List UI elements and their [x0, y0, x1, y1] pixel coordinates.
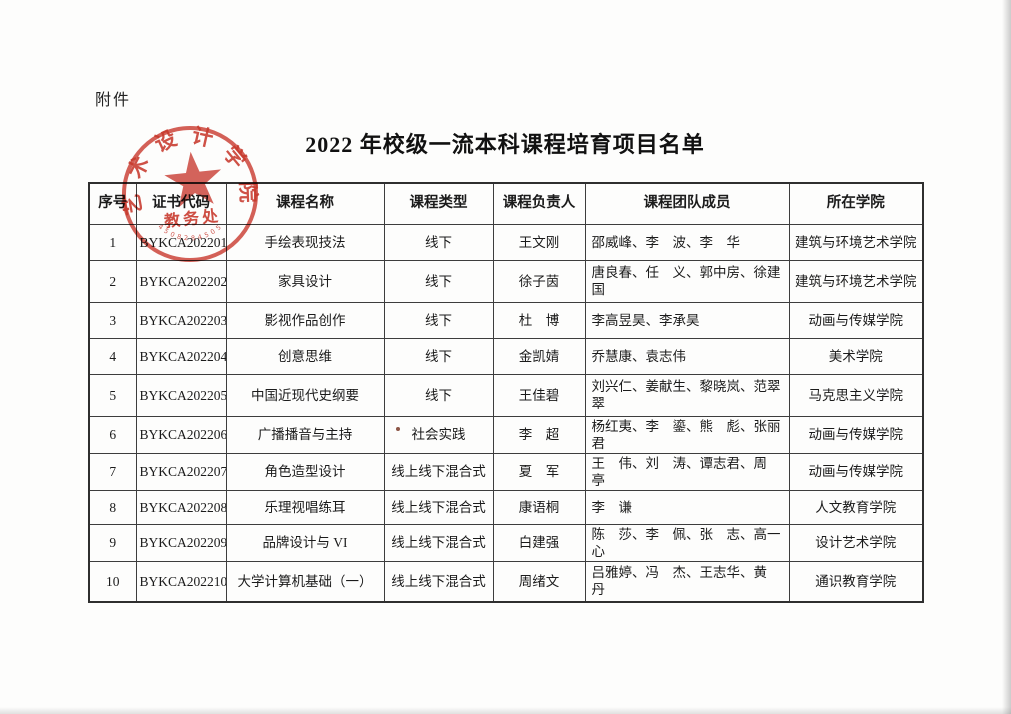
table-row: 1 BYKCA202201 手绘表现技法 线下 王文刚 邵威峰、李 波、李 华建筑与环境艺…: [88, 223, 924, 261]
cell-college: 动画与传媒学院: [788, 415, 924, 454]
cell-college: 建筑与环境艺术学院: [788, 259, 924, 303]
cell-leader: 李 超: [492, 415, 586, 454]
cell-type: 线下: [383, 373, 494, 417]
table-row: 3 BYKCA202203 影视作品创作 线下杜 博李高昱昊、李承昊 动画与传媒学院: [88, 301, 924, 339]
cell-code: BYKCA202208: [135, 489, 227, 525]
cell-team: 唐良春、任 义、郭中房、徐建国: [584, 259, 790, 303]
cell-team: 吕雅婷、冯 杰、王志华、黄 丹: [584, 560, 790, 603]
cell-type: 线上线下混合式: [383, 452, 494, 491]
cell-course: 家具设计: [225, 259, 385, 303]
cell-type: 线上线下混合式: [383, 523, 494, 562]
scan-edge-right: [1002, 0, 1011, 714]
attachment-label: 附件: [95, 92, 132, 109]
scan-edge-bottom: [0, 707, 1011, 714]
cell-college: 通识教育学院: [788, 560, 924, 603]
cell-course: 乐理视唱练耳: [225, 489, 385, 525]
table-row: 9 BYKCA202209 品牌设计与 VI 线上线下混合式 白建强陈 莎、李 佩、张 …: [88, 523, 924, 562]
cell-type: 线上线下混合式: [383, 489, 494, 525]
cell-college: 设计艺术学院: [788, 523, 924, 562]
cell-team: 乔慧康、袁志伟: [584, 337, 790, 375]
column-header-college: 所在学院: [788, 182, 924, 225]
cell-team: 王 伟、刘 涛、谭志君、周 亭: [584, 452, 790, 491]
cell-leader: 徐子茵: [492, 259, 586, 303]
cell-type: 线下: [383, 259, 494, 303]
cell-college: 人文教育学院: [788, 489, 924, 525]
cell-type: 线下: [383, 337, 494, 375]
cell-leader: 王佳碧: [492, 373, 586, 417]
cell-course: 角色造型设计: [225, 452, 385, 491]
cell-team: 杨红夷、李 鎏、熊 彪、张丽君: [584, 415, 790, 454]
ink-speck: [396, 427, 400, 431]
cell-course: 品牌设计与 VI: [225, 523, 385, 562]
table-row: 8 BYKCA202208 乐理视唱练耳 线上线下混合式 康语桐李 谦人文教育学院: [88, 489, 924, 525]
cell-team: 陈 莎、李 佩、张 志、高一心: [584, 523, 790, 562]
cell-course: 影视作品创作: [225, 301, 385, 339]
cell-leader: 王文刚: [492, 223, 586, 261]
cell-code: BYKCA202204: [135, 337, 227, 375]
table-row: 2 BYKCA202202 家具设计 线下 徐子茵 唐良春、任 义、郭中房、徐建国 建筑与环…: [88, 259, 924, 303]
page-title: 2022 年校级一流本科课程培育项目名单: [305, 132, 705, 157]
table-row: 10 BYKCA202210 大学计算机基础（一） 线上线下混合式 周绪文 吕雅婷、冯 杰…: [88, 560, 924, 603]
cell-college: 美术学院: [788, 337, 924, 375]
cell-no: 2: [88, 259, 137, 303]
cell-team: 邵威峰、李 波、李 华: [584, 223, 790, 261]
cell-team: 刘兴仁、姜献生、黎晓岚、范翠翠: [584, 373, 790, 417]
table-row: 5 BYKCA202205 中国近现代史纲要 线下 王佳碧 刘兴仁、姜献生、黎晓岚、范翠翠…: [88, 373, 924, 417]
cell-no: 8: [88, 489, 137, 525]
cell-code: BYKCA202207: [135, 452, 227, 491]
cell-no: 10: [88, 560, 137, 603]
cell-college: 建筑与环境艺术学院: [788, 223, 924, 261]
course-list-table: 序号 证书代码 课程名称 课程类型 课程负责人 课程团队成员 所在学院 1 BYKCA2022…: [88, 182, 924, 603]
cell-code: BYKCA202202: [135, 259, 227, 303]
table-row: 7 BYKCA202207 角色造型设计 线上线下混合式夏 军王 伟、刘 涛、谭志君、…: [88, 452, 924, 491]
cell-no: 4: [88, 337, 137, 375]
cell-type: 线下: [383, 301, 494, 339]
cell-course: 广播播音与主持: [225, 415, 385, 454]
cell-code: BYKCA202209: [135, 523, 227, 562]
cell-team: 李 谦: [584, 489, 790, 525]
table-row: 4 BYKCA202204 创意思维 线下 金凯婧 乔慧康、袁志伟 美术学院: [88, 337, 924, 375]
cell-leader: 夏 军: [492, 452, 586, 491]
cell-leader: 康语桐: [492, 489, 586, 525]
cell-no: 9: [88, 523, 137, 562]
table-header-row: 序号 证书代码 课程名称 课程类型 课程负责人 课程团队成员 所在学院: [88, 182, 924, 225]
column-header-team: 课程团队成员: [584, 182, 790, 225]
cell-code: BYKCA202203: [135, 301, 227, 339]
cell-no: 3: [88, 301, 137, 339]
cell-course: 手绘表现技法: [225, 223, 385, 261]
cell-no: 6: [88, 415, 137, 454]
cell-type: 社会实践: [383, 415, 494, 454]
cell-course: 大学计算机基础（一）: [225, 560, 385, 603]
cell-leader: 周绪文: [492, 560, 586, 603]
cell-leader: 白建强: [492, 523, 586, 562]
cell-course: 创意思维: [225, 337, 385, 375]
cell-college: 动画与传媒学院: [788, 301, 924, 339]
cell-college: 动画与传媒学院: [788, 452, 924, 491]
column-header-type: 课程类型: [383, 182, 494, 225]
cell-team: 李高昱昊、李承昊: [584, 301, 790, 339]
cell-type: 线下: [383, 223, 494, 261]
cell-code: BYKCA202206: [135, 415, 227, 454]
cell-college: 马克思主义学院: [788, 373, 924, 417]
column-header-no: 序号: [88, 182, 137, 225]
column-header-course: 课程名称: [225, 182, 385, 225]
cell-code: BYKCA202205: [135, 373, 227, 417]
cell-no: 7: [88, 452, 137, 491]
cell-course: 中国近现代史纲要: [225, 373, 385, 417]
cell-code: BYKCA202201: [135, 223, 227, 261]
column-header-leader: 课程负责人: [492, 182, 586, 225]
column-header-code: 证书代码: [135, 182, 227, 225]
cell-no: 5: [88, 373, 137, 417]
cell-type: 线上线下混合式: [383, 560, 494, 603]
cell-leader: 金凯婧: [492, 337, 586, 375]
table-row: 6 BYKCA202206 广播播音与主持 社会实践李 超杨红夷、李 鎏、熊 彪、张丽…: [88, 415, 924, 454]
table-body: 1 BYKCA202201 手绘表现技法 线下 王文刚 邵威峰、李 波、李 华建筑与环境艺…: [88, 223, 924, 603]
cell-leader: 杜 博: [492, 301, 586, 339]
cell-no: 1: [88, 223, 137, 261]
cell-code: BYKCA202210: [135, 560, 227, 603]
